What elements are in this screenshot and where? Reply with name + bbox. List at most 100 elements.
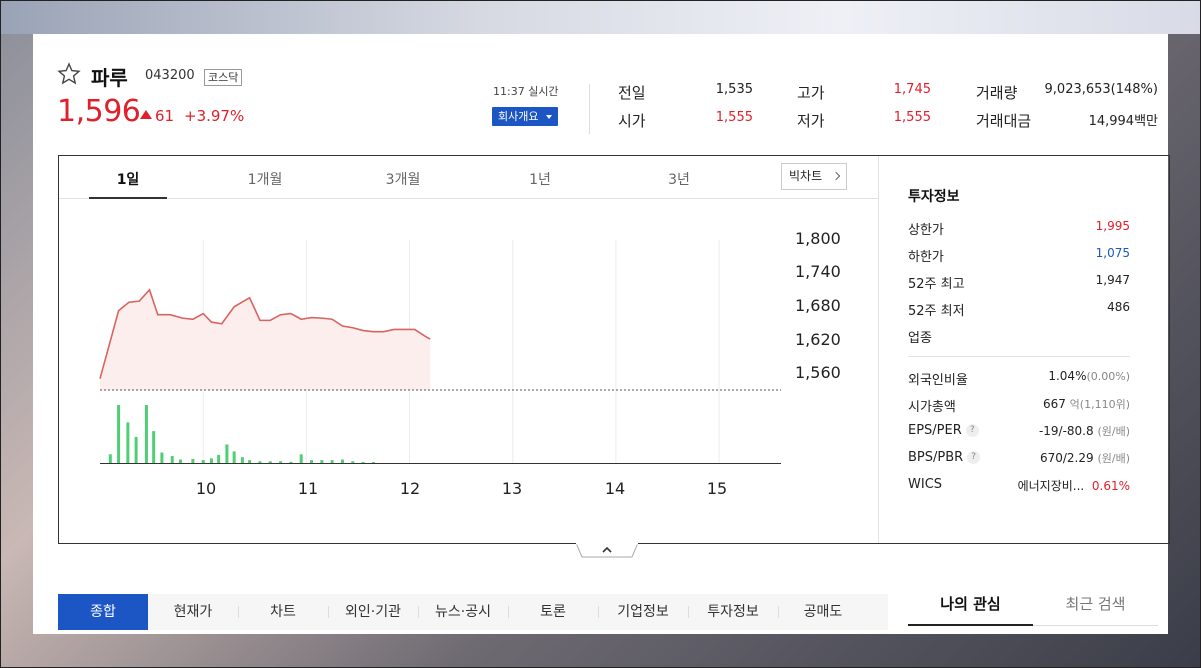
nav-invest-info[interactable]: 투자정보 [707,604,759,620]
volume-bar [108,454,112,463]
volume-bar [152,431,156,463]
wics-row: WICS 에너지장비... 0.61% [908,477,1130,504]
divider [238,606,239,618]
company-overview-button[interactable]: 회사개요 [492,107,558,126]
tab-1day[interactable]: 1일 [116,172,140,188]
low52-value: 486 [1107,300,1130,314]
foreign-ratio-change: (0.00%) [1086,370,1130,383]
volume-bar [117,405,121,463]
bps-pbr-label-wrap: BPS/PBR? [908,450,981,465]
price-line [99,288,431,379]
nav-current-price[interactable]: 현재가 [173,604,213,620]
bps-pbr-unit: (원/배) [1097,452,1130,465]
volume-bar [340,459,344,463]
eps-per-number: -19/-80.8 [1038,424,1094,438]
prev-close-value: 1,535 [715,82,753,97]
background-window [0,0,1201,34]
market-cap-label: 시가총액 [908,400,956,415]
x-tick-label: 12 [399,479,421,498]
wics-value[interactable]: 에너지장비... 0.61% [1018,477,1130,494]
x-tick-label: 15 [706,479,728,498]
nav-chart[interactable]: 차트 [270,604,296,620]
nav-summary[interactable]: 종합 [58,594,148,630]
stock-nav-tabs: 종합 현재가 차트 외인·기관 뉴스·공시 토론 기업정보 투자정보 공매도 [58,594,888,630]
tab-3year[interactable]: 3년 [668,172,690,188]
volume-bar [330,460,334,463]
divider [778,606,779,618]
amount-label: 거래대금 [976,112,1032,130]
stock-card: 파루 043200 코스닥 1,596 61 +3.97% 11:37 실시간 … [33,34,1170,634]
x-tick-label: 10 [195,479,217,498]
nav-foreign-institution[interactable]: 외인·기관 [345,604,401,620]
help-icon[interactable]: ? [967,451,981,464]
collapse-chart-button[interactable] [576,543,638,558]
star-icon[interactable] [57,62,81,86]
chart-panel: 1일 1개월 3개월 1년 3년 빅차트 1,800 1,740 1,680 1… [58,155,1170,544]
bps-pbr-label: BPS/PBR [908,450,964,465]
watchlist-tabs: 나의 관심 최근 검색 [908,594,1158,626]
high52-row: 52주 최고 1,947 [908,273,1130,300]
high52-value: 1,947 [1095,273,1130,287]
chevron-up-icon [602,546,612,553]
divider [508,606,509,618]
divider [589,84,590,134]
divider [418,606,419,618]
tab-my-interest[interactable]: 나의 관심 [908,594,1033,626]
x-tick-label: 11 [297,479,319,498]
foreign-ratio-value: 1.04%(0.00%) [1048,369,1130,383]
nav-short-selling[interactable]: 공매도 [803,604,843,620]
y-tick-label: 1,560 [795,363,841,382]
eps-per-label-wrap: EPS/PER? [908,423,979,438]
volume-bar [240,457,244,463]
eps-per-row: EPS/PER? -19/-80.8 (원/배) [908,423,1130,450]
volume-bar [225,444,229,463]
divider [598,606,599,618]
volume-bar [209,458,213,463]
nav-news[interactable]: 뉴스·공시 [435,604,491,620]
x-tick-label: 14 [604,479,626,498]
big-chart-label: 빅차트 [789,169,823,183]
upper-limit-value: 1,995 [1095,219,1130,233]
chart-period-tabs: 1일 1개월 3개월 1년 3년 빅차트 [59,156,878,199]
eps-per-label: EPS/PER [908,423,962,438]
y-tick-label: 1,620 [795,330,841,349]
nav-company-info[interactable]: 기업정보 [617,604,669,620]
market-cap-number: 667 [1042,397,1066,411]
market-badge: 코스닥 [204,69,243,86]
wics-sector[interactable]: 에너지장비... [1017,479,1085,493]
nav-discussion[interactable]: 토론 [540,604,566,620]
y-tick-label: 1,740 [795,262,841,281]
divider [908,356,1130,357]
volume-bar [268,461,272,463]
volume-bar [310,460,314,463]
foreign-ratio-number: 1.04% [1048,369,1087,383]
lower-limit-label: 하한가 [908,250,944,265]
volume-bar [351,461,355,463]
market-cap-rank: (1,110위) [1079,398,1130,411]
market-cap-row: 시가총액 667 억(1,110위) [908,396,1130,423]
y-tick-label: 1,680 [795,296,841,315]
volume-bar [258,461,262,463]
open-label: 시가 [618,112,646,130]
help-icon[interactable]: ? [965,424,979,437]
bps-pbr-row: BPS/PBR? 670/2.29 (원/배) [908,450,1130,477]
high-value: 1,745 [893,82,931,97]
volume-bar [144,405,148,463]
tab-1month[interactable]: 1개월 [247,172,283,188]
industry-row: 업종 [908,327,1130,354]
foreign-ratio-row: 외국인비율 1.04%(0.00%) [908,369,1130,396]
tab-1year[interactable]: 1년 [529,172,551,188]
volume-bar [299,454,303,463]
volume-value: 9,023,653(148%) [1044,82,1158,97]
low52-label: 52주 최저 [908,304,965,319]
tab-3month[interactable]: 3개월 [385,172,421,188]
volume-bar [160,452,164,463]
market-cap-value: 667 억(1,110위) [1043,396,1130,412]
volume-bar [134,436,138,463]
stock-name: 파루 [91,66,128,90]
volume-bar [361,462,365,463]
tab-recent-search[interactable]: 최근 검색 [1033,594,1158,626]
big-chart-button[interactable]: 빅차트 [781,163,847,190]
volume-bar [178,459,182,463]
intraday-chart[interactable] [59,200,878,543]
